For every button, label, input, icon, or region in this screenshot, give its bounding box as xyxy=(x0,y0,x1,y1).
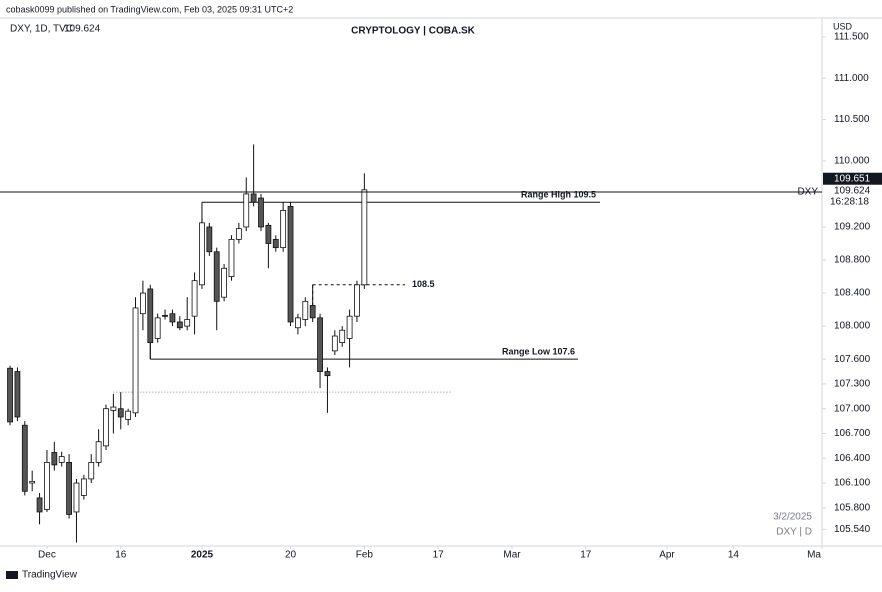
axis-unit: USD xyxy=(833,21,853,31)
x-tick-label: Mar xyxy=(503,550,521,561)
x-tick-label: Dec xyxy=(38,550,56,561)
candle-body xyxy=(176,321,183,329)
candle-body xyxy=(221,267,228,298)
candle-body xyxy=(162,314,168,317)
y-tick-label: 108.800 xyxy=(834,255,871,266)
candle-body xyxy=(199,222,205,286)
candle-body xyxy=(44,461,50,510)
candle-body xyxy=(287,205,294,323)
candle-body xyxy=(29,480,36,484)
x-tick-label: 17 xyxy=(433,550,445,561)
candle-body xyxy=(66,461,72,515)
candle-body xyxy=(95,441,102,463)
y-tick-label: 106.700 xyxy=(834,428,871,439)
price-badge: 109.651 xyxy=(834,173,871,184)
candle-body xyxy=(140,292,146,315)
y-tick-label: 106.100 xyxy=(834,478,871,489)
candle-body xyxy=(103,408,109,447)
candle-body xyxy=(250,193,257,203)
candle-body xyxy=(324,371,331,377)
x-tick-label: 17 xyxy=(580,550,592,561)
last-price-label: 109.624 xyxy=(834,186,871,197)
legend-price: 109.624 xyxy=(64,24,101,35)
candle-body xyxy=(88,461,95,480)
candle-body xyxy=(213,251,220,302)
logo-mark xyxy=(6,571,18,579)
y-tick-label: 105.800 xyxy=(834,502,871,513)
y-tick-label: 107.000 xyxy=(834,403,871,414)
candle-body xyxy=(258,197,264,228)
candle-body xyxy=(132,307,139,414)
annotation-label: Range High 109.5 xyxy=(521,190,596,200)
y-tick-label: 108.000 xyxy=(834,321,871,332)
annotation-label: 108.5 xyxy=(412,279,435,289)
candle-body xyxy=(110,406,117,411)
footer-brand: TradingView xyxy=(22,570,78,581)
candle-body xyxy=(317,317,323,372)
x-tick-label: Feb xyxy=(356,550,374,561)
x-tick-label: 16 xyxy=(115,550,127,561)
x-tick-label: 20 xyxy=(285,550,297,561)
symbol-label: DXY xyxy=(797,187,818,198)
candle-body xyxy=(58,456,65,463)
candle-body xyxy=(14,371,21,418)
chart-title: CRYPTOLOGY | COBA.SK xyxy=(351,26,476,37)
tv-logo xyxy=(6,571,18,579)
candle-body xyxy=(302,300,309,320)
x-tick-label: Ma xyxy=(807,550,821,561)
candle-body xyxy=(309,305,316,319)
y-tick-label: 111.500 xyxy=(834,32,869,43)
y-tick-label: 105.540 xyxy=(834,524,871,535)
y-tick-label: 107.300 xyxy=(834,379,871,390)
candle-body xyxy=(354,284,360,317)
y-tick-label: 108.400 xyxy=(834,288,871,299)
candle-body xyxy=(7,367,13,423)
candle-body xyxy=(154,317,161,339)
candle-body xyxy=(235,228,242,240)
candle-body xyxy=(272,238,279,249)
candle-body xyxy=(51,452,58,466)
x-tick-label: Apr xyxy=(659,550,675,561)
annotation-label: Range Low 107.6 xyxy=(502,347,575,357)
candle-body xyxy=(21,424,28,492)
candle-body xyxy=(147,288,154,344)
y-tick-label: 109.200 xyxy=(834,222,871,233)
candle-body xyxy=(280,210,287,249)
candle-body xyxy=(295,317,301,329)
candle-body xyxy=(206,226,213,253)
candle-body xyxy=(125,410,132,420)
candle-body xyxy=(331,335,338,352)
candle-body xyxy=(243,193,250,228)
symbol-info: DXY, 1D, TVC xyxy=(10,24,73,35)
candle-body xyxy=(339,329,346,344)
candle-body xyxy=(184,319,191,327)
y-tick-label: 111.000 xyxy=(834,73,869,84)
price-badge-bg xyxy=(823,172,882,185)
countdown: 16:28:18 xyxy=(830,197,869,208)
y-tick-label: 106.400 xyxy=(834,453,871,464)
candle-body xyxy=(80,478,87,496)
x-tick-label: 14 xyxy=(728,550,740,561)
candle-body xyxy=(117,408,124,418)
candle-body xyxy=(346,315,353,339)
candle-body xyxy=(36,497,43,513)
y-tick-label: 110.000 xyxy=(834,156,870,167)
candle-body xyxy=(228,238,235,277)
publisher: cobask0099 published on TradingView.com,… xyxy=(6,4,293,14)
watermark-symbol: DXY | D xyxy=(776,527,812,538)
candle-body xyxy=(361,189,368,286)
candle-body xyxy=(169,313,176,323)
candle-body xyxy=(73,482,80,513)
candle-body xyxy=(191,280,198,317)
x-tick-label: 2025 xyxy=(191,550,214,561)
y-tick-label: 110.500 xyxy=(834,114,870,125)
watermark-date: 3/2/2025 xyxy=(773,512,812,523)
candle-body xyxy=(265,224,272,244)
y-tick-label: 107.600 xyxy=(834,354,871,365)
